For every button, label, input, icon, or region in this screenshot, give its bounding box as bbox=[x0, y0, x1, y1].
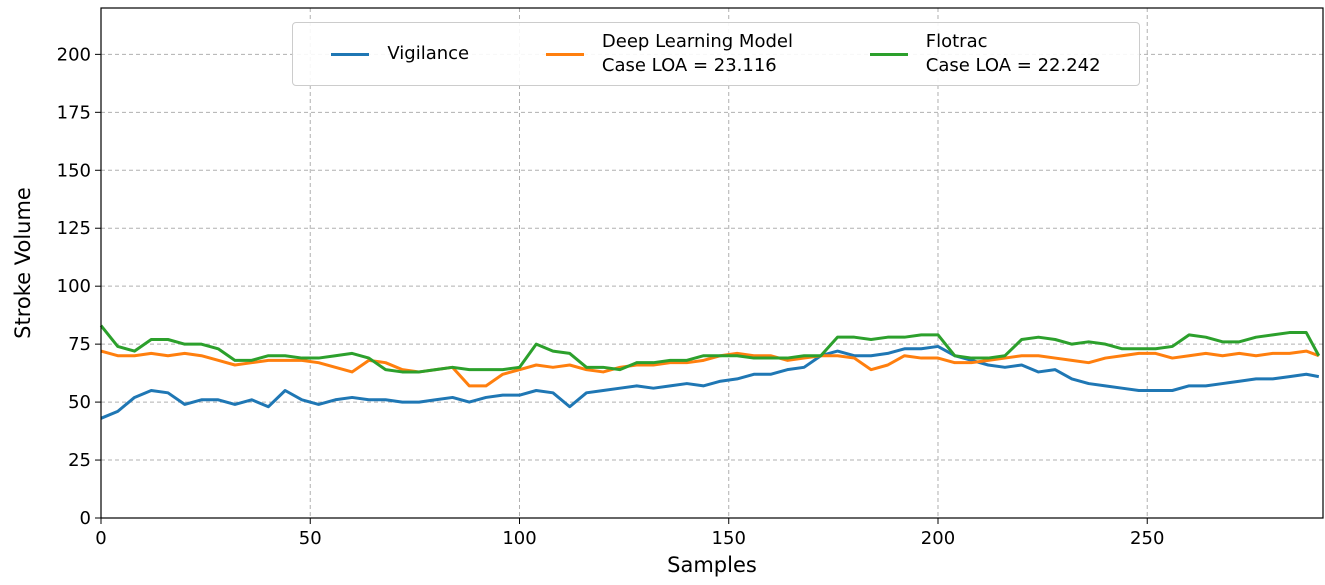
series-line bbox=[99, 324, 1321, 374]
x-tick-label: 250 bbox=[1130, 528, 1164, 549]
y-tick-label: 150 bbox=[57, 160, 91, 181]
x-tick-label: 100 bbox=[502, 528, 536, 549]
y-axis-label: Stroke Volume bbox=[11, 187, 35, 339]
legend-label: Vigilance bbox=[387, 43, 470, 64]
x-tick-label: 150 bbox=[712, 528, 746, 549]
series-line bbox=[100, 349, 1320, 388]
legend: Vigilance Deep Learning Model Case LOA = … bbox=[292, 22, 1140, 86]
y-tick-label: 50 bbox=[68, 392, 91, 413]
legend-swatch bbox=[869, 52, 908, 56]
y-tick-label: 175 bbox=[57, 102, 91, 123]
x-tick-label: 200 bbox=[921, 528, 955, 549]
legend-item: Vigilance bbox=[331, 42, 469, 66]
legend-label: Flotrac Case LOA = 22.242 bbox=[925, 31, 1101, 76]
y-tick-label: 200 bbox=[57, 44, 91, 65]
y-tick-label: 75 bbox=[68, 334, 91, 355]
legend-item: Flotrac Case LOA = 22.242 bbox=[869, 30, 1101, 78]
legend-swatch bbox=[545, 52, 584, 56]
legend-label: Deep Learning Model Case LOA = 23.116 bbox=[601, 31, 793, 76]
x-tick-label: 50 bbox=[299, 528, 322, 549]
y-tick-label: 0 bbox=[80, 508, 91, 529]
y-tick-label: 100 bbox=[57, 276, 91, 297]
x-tick-label: 0 bbox=[95, 528, 106, 549]
legend-item: Deep Learning Model Case LOA = 23.116 bbox=[545, 30, 793, 78]
plot-frame bbox=[100, 7, 1324, 519]
y-tick-label: 125 bbox=[57, 218, 91, 239]
y-tick-label: 25 bbox=[68, 450, 91, 471]
x-axis-label: Samples bbox=[667, 553, 757, 577]
legend-swatch bbox=[331, 52, 370, 56]
series-line bbox=[100, 344, 1320, 420]
